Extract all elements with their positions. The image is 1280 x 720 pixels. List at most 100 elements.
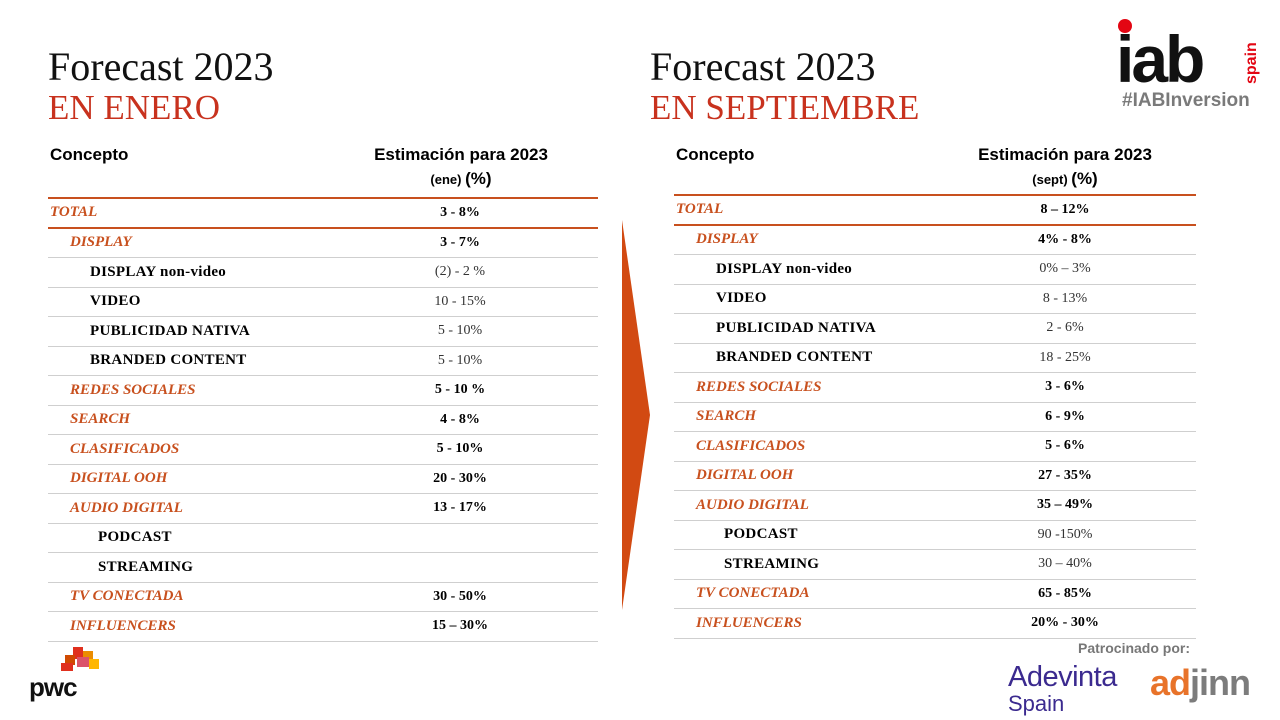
table-row: TOTAL 8 – 12% [674,196,1196,226]
row-concept: REDES SOCIALES [696,378,822,395]
row-estimate: 20 - 30% [433,470,487,486]
row-estimate: 5 - 10% [436,441,484,457]
row-estimate: 0% – 3% [1039,261,1091,277]
row-concept: BRANDED CONTENT [716,349,873,366]
row-concept: TOTAL [676,201,724,218]
left-panel-title: Forecast 2023 EN ENERO [48,46,274,128]
row-estimate: 8 - 13% [1042,290,1088,306]
adjinn-logo: adjinn [1150,662,1251,704]
adevinta-country: Spain [1008,691,1065,716]
adjinn-jinn: jinn [1190,662,1251,703]
table-row: CLASIFICADOS 5 - 6% [674,432,1196,462]
row-concept: CLASIFICADOS [70,440,180,457]
right-title: Forecast 2023 [650,44,876,89]
row-concept: STREAMING [98,558,194,575]
right-col-estimate-period: (sept) [1032,172,1068,187]
row-concept: REDES SOCIALES [70,381,196,398]
row-estimate: 4% - 8% [1038,231,1092,247]
row-concept: VIDEO [716,290,767,307]
iab-logo-text: iab [1116,22,1203,88]
right-col-estimate-label: Estimación para 2023 [978,145,1152,164]
left-forecast-table: TOTAL 3 - 8% DISPLAY 3 - 7% DISPLAY non-vide… [48,197,598,642]
row-concept: PODCAST [724,526,798,543]
row-concept: INFLUENCERS [70,617,176,634]
right-col-estimate-pct: (%) [1071,169,1098,188]
row-concept: SEARCH [70,411,131,428]
row-estimate: 5 - 6% [1045,438,1085,454]
row-estimate: 5 - 10 % [434,382,486,398]
row-concept: AUDIO DIGITAL [70,499,183,516]
table-row: REDES SOCIALES 5 - 10 % [48,376,598,406]
left-col-estimate-period: (ene) [430,172,462,187]
row-estimate: 30 - 50% [433,588,487,604]
table-row: BRANDED CONTENT 5 - 10% [48,347,598,376]
row-estimate: 6 - 9% [1045,408,1085,424]
row-estimate: 13 - 17% [433,500,487,516]
table-row: SEARCH 4 - 8% [48,406,598,435]
row-estimate: 4 - 8% [440,411,480,427]
right-col-concept: Concepto [676,145,755,164]
table-row: SEARCH 6 - 9% [674,403,1196,432]
row-concept: DISPLAY non-video [90,263,227,280]
table-row: TV CONECTADA 30 - 50% [48,583,598,612]
row-concept: TV CONECTADA [696,585,810,602]
pwc-stacked-blocks-icon [61,647,99,671]
table-row: AUDIO DIGITAL 35 – 49% [674,491,1196,521]
left-col-concept: Concepto [50,145,129,164]
table-row: INFLUENCERS 15 – 30% [48,612,598,642]
table-row: BRANDED CONTENT 18 - 25% [674,344,1196,373]
row-concept: DISPLAY [70,234,132,251]
row-estimate: 5 - 10% [437,352,483,368]
right-forecast-table: TOTAL 8 – 12% DISPLAY 4% - 8% DISPLAY non-vi… [674,194,1196,639]
row-concept: STREAMING [724,555,820,572]
table-row: STREAMING [48,553,598,583]
row-estimate: 27 - 35% [1038,467,1092,483]
row-estimate: 90 -150% [1037,526,1093,542]
row-concept: TOTAL [50,204,98,221]
row-concept: TV CONECTADA [70,588,184,605]
left-col-estimate: Estimación para 2023 (ene) (%) [351,145,571,189]
table-row: CLASIFICADOS 5 - 10% [48,435,598,465]
row-concept: DIGITAL OOH [696,467,794,484]
row-estimate [360,524,560,553]
adevinta-logo: Adevinta Spain [1008,662,1117,716]
table-row: TOTAL 3 - 8% [48,199,598,229]
row-concept: DIGITAL OOH [70,470,168,487]
table-row: DIGITAL OOH 27 - 35% [674,462,1196,491]
row-estimate: 5 - 10% [437,323,483,339]
right-panel-title: Forecast 2023 EN SEPTIEMBRE [650,46,919,128]
row-estimate: 18 - 25% [1039,349,1091,365]
row-estimate: 30 – 40% [1038,556,1092,572]
left-subtitle: EN ENERO [48,88,221,127]
adevinta-name: Adevinta [1008,661,1117,693]
row-concept: INFLUENCERS [696,614,802,631]
left-col-estimate-pct: (%) [465,169,492,188]
table-row: TV CONECTADA 65 - 85% [674,580,1196,609]
left-title: Forecast 2023 [48,44,274,89]
row-estimate: 3 - 7% [440,234,480,250]
table-row: DIGITAL OOH 20 - 30% [48,465,598,494]
right-subtitle: EN SEPTIEMBRE [650,88,920,127]
table-row: DISPLAY non-video (2) - 2 % [48,258,598,288]
row-concept: PUBLICIDAD NATIVA [716,319,876,336]
table-row: PODCAST 90 -150% [674,521,1196,550]
table-row: DISPLAY 4% - 8% [674,226,1196,255]
table-row: INFLUENCERS 20% - 30% [674,609,1196,639]
left-col-estimate-label: Estimación para 2023 [374,145,548,164]
sponsor-label: Patrocinado por: [1078,640,1191,656]
row-estimate: 35 – 49% [1037,497,1093,513]
row-estimate: 65 - 85% [1038,585,1092,601]
row-estimate: (2) - 2 % [434,264,486,280]
row-concept: PODCAST [98,529,172,546]
row-estimate: 3 - 6% [1045,379,1085,395]
adjinn-ad: ad [1150,662,1191,703]
table-row: VIDEO 10 - 15% [48,288,598,317]
pwc-logo: pwc [29,672,78,702]
right-col-estimate: Estimación para 2023 (sept) (%) [955,145,1175,189]
table-row: PUBLICIDAD NATIVA 5 - 10% [48,317,598,347]
row-estimate: 3 - 8% [440,204,480,220]
right-col-estimate-sub: (sept) (%) [955,169,1175,189]
table-row: VIDEO 8 - 13% [674,285,1196,314]
table-row: REDES SOCIALES 3 - 6% [674,373,1196,403]
row-concept: DISPLAY [696,231,758,248]
